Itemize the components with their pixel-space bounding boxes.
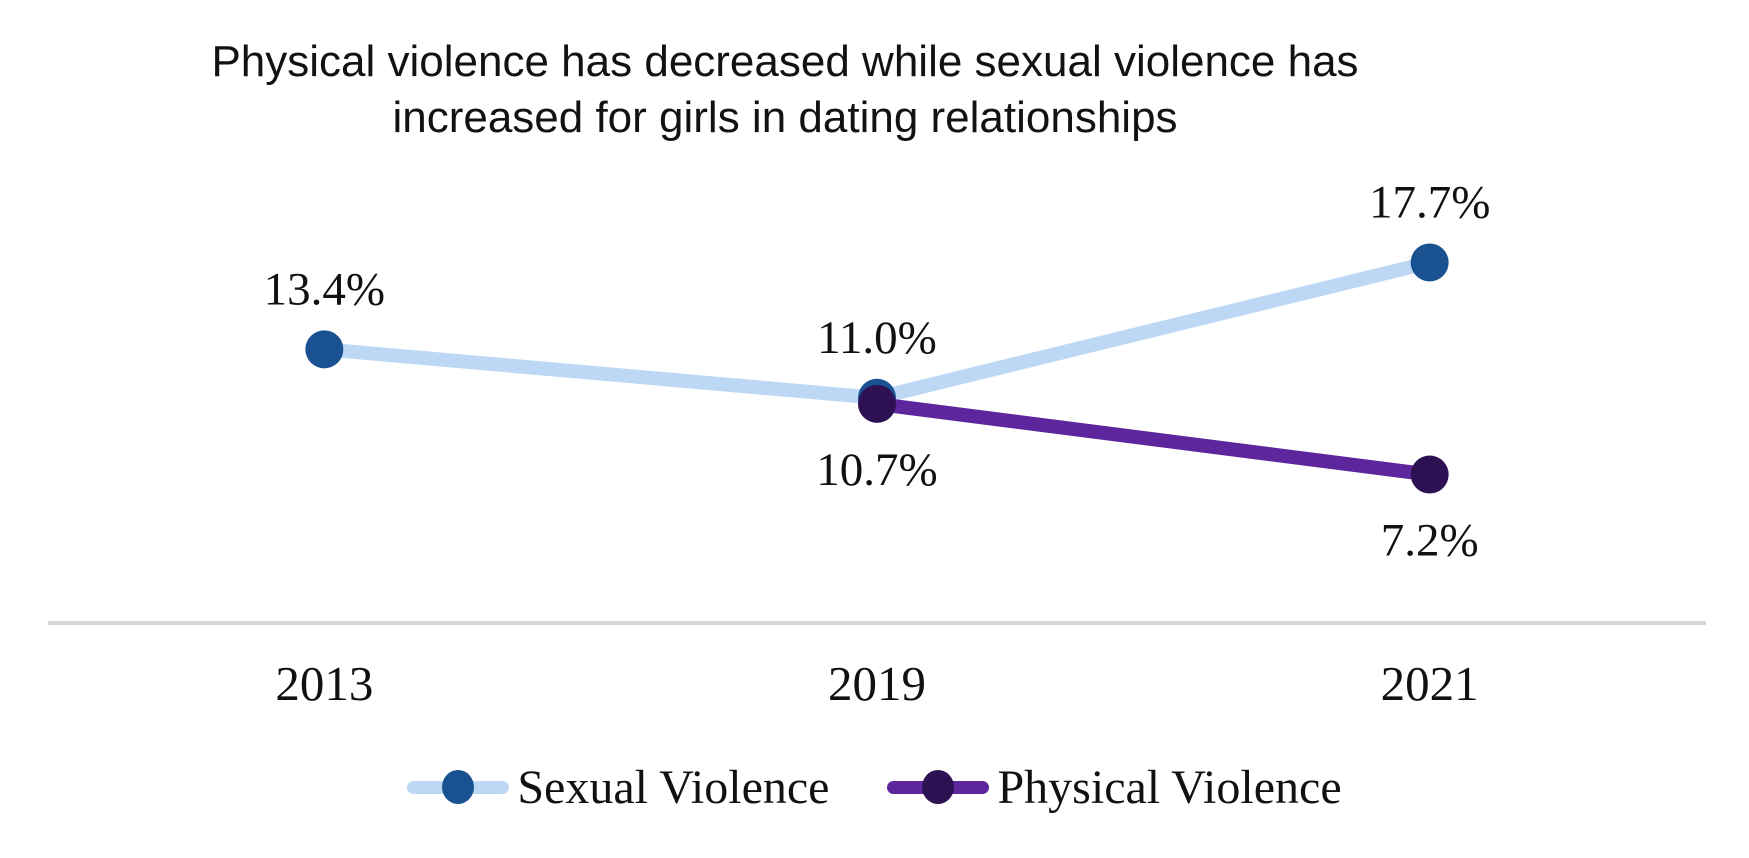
x-axis-label-2013: 2013 — [275, 656, 373, 711]
chart-title-line-1: Physical violence has decreased while se… — [211, 37, 1359, 86]
chart-title-line-2: increased for girls in dating relationsh… — [392, 92, 1178, 142]
chart-title: Physical violence has decreased while se… — [180, 34, 1390, 146]
sexual-violence-data-label-2021: 17.7% — [1369, 176, 1490, 228]
physical-violence-data-label-2021: 7.2% — [1381, 515, 1479, 567]
x-axis-label-2021: 2021 — [1381, 656, 1479, 711]
legend-label-physical-violence: Physical Violence — [997, 760, 1342, 814]
physical-violence-marker-2021 — [1410, 455, 1449, 494]
sexual-violence-marker-2013 — [305, 330, 344, 369]
physical-violence-marker-2019 — [858, 384, 896, 423]
legend-swatch-sexual-violence — [407, 767, 510, 807]
sexual-violence-data-label-2013: 13.4% — [264, 263, 385, 315]
legend-item-physical-violence: Physical Violence — [887, 760, 1342, 815]
physical-violence-data-label-2019: 10.7% — [816, 444, 937, 496]
x-axis-label-2019: 2019 — [828, 656, 926, 711]
legend-item-sexual-violence: Sexual Violence — [407, 760, 829, 815]
legend-label-sexual-violence: Sexual Violence — [517, 760, 830, 814]
legend-marker-icon — [442, 770, 475, 804]
legend-marker-icon — [922, 770, 955, 804]
legend-swatch-physical-violence — [887, 767, 990, 807]
chart-legend: Sexual Violence Physical Violence — [0, 752, 1749, 822]
sexual-violence-data-label-2019: 11.0% — [817, 312, 937, 364]
physical-violence-line — [870, 396, 1437, 482]
sexual-violence-marker-2021 — [1410, 243, 1449, 282]
